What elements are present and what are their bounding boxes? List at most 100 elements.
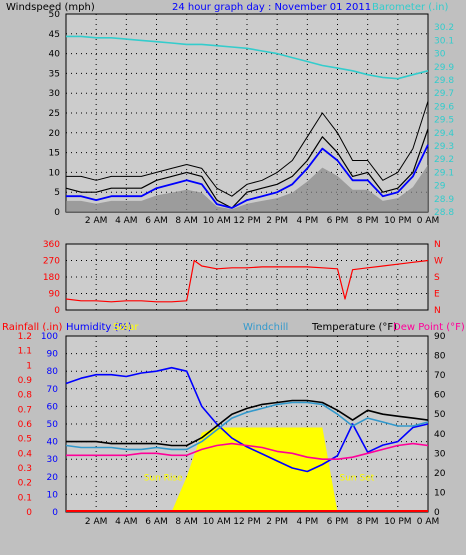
windspeed-tick-label: 45 — [49, 30, 60, 40]
rainfall-tick-label: 0.5 — [18, 435, 32, 445]
wind-dir-tick-label: 0 — [54, 306, 60, 316]
barometer-axis-title: Barometer (.in) — [372, 2, 448, 13]
legend-temperature: Temperature (°F) — [311, 322, 397, 333]
humidity-tick-label: 20 — [47, 473, 59, 483]
legend-windchill: Windchill — [243, 322, 288, 333]
rainfall-tick-label: 0.7 — [18, 405, 32, 415]
wind-x-tick-label: 2 AM — [85, 216, 108, 226]
windspeed-tick-label: 0 — [54, 208, 60, 218]
barometer-tick-label: 28.9 — [434, 195, 454, 205]
compass-tick-label: N — [434, 240, 441, 250]
temperature-tick-label: 80 — [434, 352, 446, 362]
wind-dir-tick-label: 180 — [43, 273, 60, 283]
series-humidity — [65, 366, 429, 473]
series-solar — [66, 427, 428, 512]
legend-humidity: Humidity (%) — [66, 322, 132, 333]
compass-tick-label: N — [434, 306, 441, 316]
barometer-tick-label: 29.5 — [434, 116, 454, 126]
temperature-tick-label: 70 — [434, 371, 446, 381]
humidity-tick-label: 0 — [52, 508, 58, 518]
series-dew-point — [66, 442, 429, 461]
temperature-tick-label: 50 — [434, 410, 446, 420]
wind-x-tick-label: 4 PM — [296, 216, 318, 226]
barometer-tick-label: 29.7 — [434, 89, 454, 99]
wind-x-tick-label: 2 PM — [266, 216, 288, 226]
barometer-tick-label: 29.8 — [434, 76, 454, 86]
legend-rainfall: Rainfall (.in) — [2, 322, 63, 333]
series-windspeed — [65, 128, 429, 209]
humidity-tick-label: 30 — [47, 455, 59, 465]
wind-x-tick-label: 10 AM — [203, 216, 231, 226]
humidity-tick-label: 50 — [47, 420, 59, 430]
barometer-tick-label: 28.8 — [434, 208, 454, 218]
wind-x-tick-label: 4 AM — [115, 216, 138, 226]
wind-x-tick-label: 8 PM — [357, 216, 379, 226]
temperature-tick-label: 60 — [434, 391, 446, 401]
humidity-tick-label: 40 — [47, 438, 59, 448]
wind-dir-tick-label: 270 — [43, 257, 60, 267]
barometer-tick-label: 29.1 — [434, 168, 454, 178]
temperature-tick-label: 30 — [434, 449, 446, 459]
series-gust — [66, 100, 429, 197]
humidity-tick-label: 10 — [47, 490, 59, 500]
temp-x-tick-label: 6 PM — [327, 517, 349, 527]
series-temperature — [66, 399, 429, 447]
temp-x-tick-label: 6 AM — [145, 517, 168, 527]
barometer-tick-label: 29.2 — [434, 155, 454, 165]
windspeed-tick-label: 35 — [49, 69, 60, 79]
windspeed-tick-label: 10 — [49, 168, 61, 178]
rainfall-tick-label: 0.9 — [18, 376, 33, 386]
wind-x-tick-label: 6 PM — [327, 216, 349, 226]
windspeed-tick-label: 25 — [49, 109, 60, 119]
compass-tick-label: W — [434, 257, 443, 267]
wind-x-tick-label: 10 PM — [384, 216, 412, 226]
temp-x-tick-label: 12 PM — [233, 517, 261, 527]
barometer-tick-label: 29.4 — [434, 129, 454, 139]
windspeed-tick-label: 20 — [49, 129, 61, 139]
series-layer: Sun Rise Sun Set — [65, 35, 429, 512]
rainfall-tick-label: 0 — [26, 508, 32, 518]
humidity-tick-label: 60 — [47, 402, 59, 412]
series-wind-direction — [65, 259, 429, 303]
sunrise-annotation: Sun Rise — [144, 473, 183, 483]
temperature-tick-label: 40 — [434, 430, 446, 440]
compass-tick-label: E — [434, 290, 440, 300]
legend-solar: Solar — [113, 322, 139, 333]
temperature-tick-label: 10 — [434, 488, 446, 498]
sunset-annotation: Sun Set — [340, 473, 375, 483]
rainfall-tick-label: 1.2 — [18, 332, 32, 342]
wind-dir-tick-label: 360 — [43, 240, 60, 250]
rainfall-tick-label: 1.1 — [18, 347, 32, 357]
humidity-tick-label: 90 — [47, 350, 59, 360]
windspeed-tick-label: 5 — [54, 188, 60, 198]
windspeed-tick-label: 15 — [49, 149, 60, 159]
humidity-tick-label: 100 — [41, 332, 58, 342]
series-barometer — [66, 35, 429, 80]
temperature-tick-label: 20 — [434, 469, 446, 479]
barometer-tick-label: 29 — [434, 182, 446, 192]
barometer-tick-label: 29.6 — [434, 102, 454, 112]
barometer-tick-label: 30.2 — [434, 23, 454, 33]
rainfall-tick-label: 0.6 — [18, 420, 33, 430]
rainfall-tick-label: 1 — [26, 361, 32, 371]
humidity-tick-label: 70 — [47, 385, 59, 395]
wind-x-tick-label: 6 AM — [145, 216, 168, 226]
axes-layer: 0510152025303540455028.828.92929.129.229… — [18, 10, 455, 527]
rainfall-tick-label: 0.4 — [18, 449, 33, 459]
barometer-tick-label: 30 — [434, 50, 446, 60]
barometer-tick-label: 29.3 — [434, 142, 454, 152]
wind-low-area — [66, 164, 428, 212]
wind-x-tick-label: 12 PM — [233, 216, 261, 226]
series-wind-average — [66, 144, 429, 209]
temperature-tick-label: 0 — [434, 508, 440, 518]
wind-dir-tick-label: 90 — [49, 290, 61, 300]
legend-dewpoint: Dew Point (°F) — [393, 322, 465, 333]
windspeed-tick-label: 40 — [49, 50, 61, 60]
wind-x-tick-label: 0 AM — [417, 216, 440, 226]
humidity-tick-label: 80 — [47, 367, 59, 377]
series-windchill — [65, 401, 429, 451]
temp-x-tick-label: 2 PM — [266, 517, 288, 527]
windspeed-axis-title: Windspeed (mph) — [6, 2, 95, 13]
temp-x-tick-label: 8 AM — [175, 517, 198, 527]
